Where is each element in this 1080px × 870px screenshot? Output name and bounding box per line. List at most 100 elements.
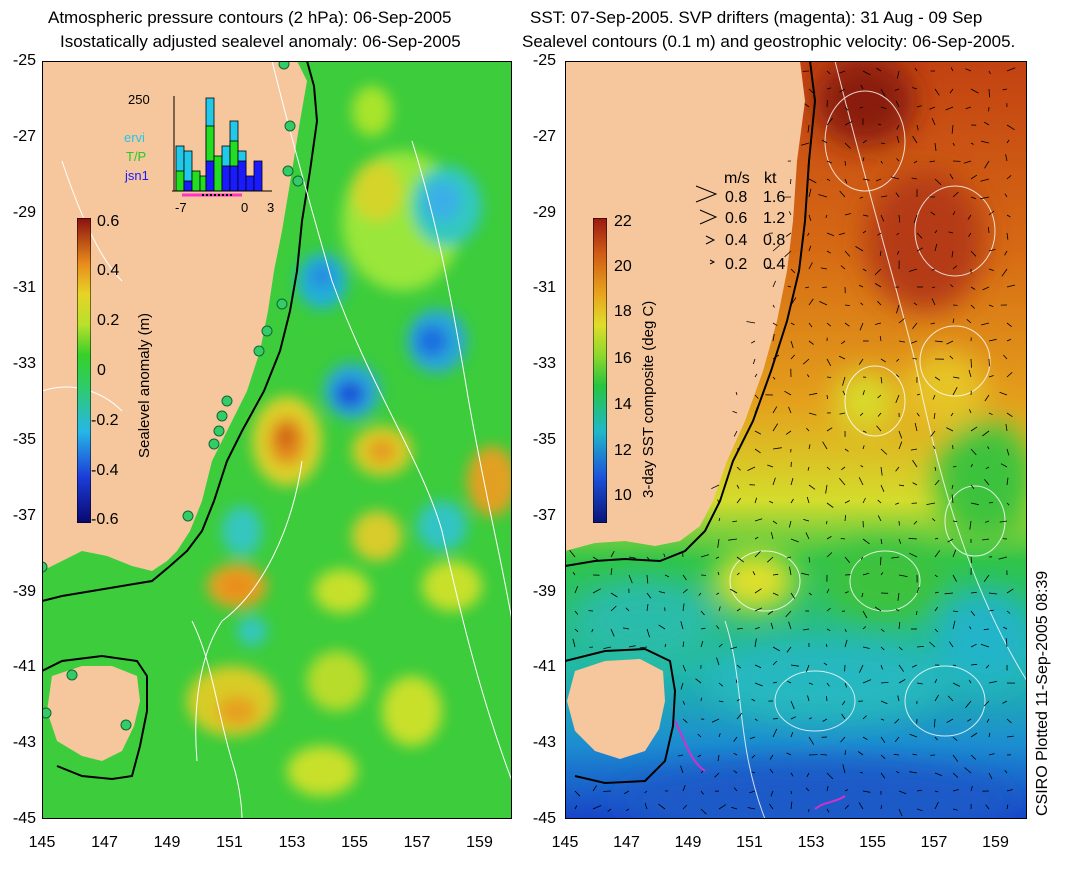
velocity-arrow: [965, 700, 972, 709]
y-tick-right-7: -39: [532, 582, 556, 600]
velocity-arrow: [784, 390, 792, 396]
svp-drifter-track-2: [814, 795, 846, 810]
y-tick-left-2: -29: [12, 203, 36, 221]
velocity-arrow: [896, 135, 900, 144]
velocity-arrow: [663, 553, 666, 558]
velocity-arrow: [934, 801, 939, 810]
velocity-arrow: [1006, 502, 1010, 506]
velocity-arrow: [826, 322, 832, 327]
velocity-arrow: [858, 358, 864, 365]
velocity-arrow: [844, 639, 848, 648]
velocity-arrow: [844, 556, 851, 564]
velocity-arrow: [1006, 804, 1009, 810]
velocity-arrow: [970, 286, 976, 290]
velocity-arrow: [826, 394, 828, 400]
velocity-arrow: [808, 322, 813, 328]
velocity-arrow: [910, 340, 918, 344]
y-tick-left-7: -39: [12, 582, 36, 600]
velocity-arrow: [766, 266, 774, 270]
velocity-arrow: [718, 700, 724, 703]
velocity-arrow: [754, 664, 762, 669]
velocity-arrow: [752, 571, 756, 576]
velocity-arrow: [968, 232, 972, 237]
velocity-arrow: [988, 772, 993, 780]
velocity-arrow: [826, 628, 831, 632]
velocity-arrow: [880, 646, 885, 651]
velocity-arrow: [788, 211, 792, 216]
velocity-arrow: [644, 802, 648, 810]
velocity-arrow: [952, 265, 958, 270]
velocity-arrow: [894, 736, 900, 743]
velocity-arrow: [914, 422, 918, 432]
velocity-arrow: [930, 430, 936, 437]
velocity-arrow: [736, 484, 740, 489]
velocity-arrow: [909, 268, 918, 272]
velocity-arrow: [897, 695, 900, 702]
velocity-arrow: [946, 427, 954, 432]
velocity-arrow: [916, 586, 920, 594]
tide-gauge-markers: [42, 61, 304, 731]
velocity-arrow: [664, 574, 670, 578]
velocity-arrow: [698, 592, 702, 596]
velocity-arrow: [772, 333, 775, 342]
velocity-arrow: [826, 70, 831, 75]
velocity-arrow: [934, 790, 939, 793]
velocity-arrow: [880, 682, 889, 684]
velocity-arrow: [751, 754, 756, 759]
velocity-arrow: [736, 572, 740, 576]
velocity-arrow: [1001, 268, 1008, 277]
velocity-arrow: [717, 499, 720, 504]
inset-legend-jsn1: jsn1: [125, 168, 149, 183]
left-cb-tick-3: 0: [97, 362, 106, 379]
velocity-arrow: [767, 464, 774, 468]
velocity-legend-kt-0: 1.6: [763, 189, 786, 206]
velocity-arrow: [952, 620, 956, 630]
velocity-arrow: [987, 446, 990, 450]
velocity-arrow: [574, 790, 581, 797]
velocity-arrow: [769, 768, 774, 774]
velocity-arrow: [1006, 139, 1010, 144]
velocity-arrow: [718, 643, 723, 648]
velocity-arrow: [844, 750, 847, 756]
velocity-arrow: [772, 681, 777, 684]
velocity-arrow: [1005, 638, 1008, 648]
velocity-arrow: [877, 123, 882, 126]
velocity-arrow: [1006, 735, 1014, 738]
inset-legend-ervi: ervi: [124, 130, 145, 145]
velocity-arrow: [769, 803, 774, 810]
velocity-arrow: [772, 646, 780, 652]
velocity-arrow: [1006, 284, 1016, 288]
velocity-arrow: [1006, 372, 1013, 378]
left-cb-tick-0: 0.6: [97, 213, 120, 230]
velocity-arrow: [862, 268, 867, 272]
velocity-arrow: [970, 463, 973, 468]
velocity-arrow: [808, 188, 812, 198]
velocity-arrow: [952, 191, 959, 198]
velocity-arrow: [736, 699, 740, 702]
velocity-arrow: [895, 608, 900, 612]
velocity-arrow: [1006, 232, 1009, 240]
velocity-arrow: [610, 628, 615, 637]
velocity-arrow: [754, 497, 758, 504]
velocity-arrow: [806, 427, 810, 432]
velocity-arrow: [658, 624, 666, 630]
velocity-arrow: [952, 549, 957, 558]
velocity-arrow: [988, 681, 998, 684]
velocity-arrow: [807, 695, 810, 702]
velocity-arrow: [840, 340, 846, 345]
velocity-arrow: [912, 322, 918, 330]
velocity-arrow: [895, 100, 900, 108]
velocity-arrow: [772, 573, 779, 576]
velocity-arrow: [875, 178, 882, 182]
velocity-arrow: [999, 520, 1008, 523]
velocity-arrow: [839, 88, 846, 93]
velocity-arrow: [646, 592, 652, 599]
velocity-arrow: [934, 679, 938, 684]
velocity-arrow: [1006, 412, 1013, 418]
velocity-arrow: [700, 697, 702, 702]
velocity-arrow: [916, 247, 924, 252]
velocity-arrow: [912, 753, 918, 756]
velocity-arrow: [970, 663, 978, 666]
velocity-arrow: [1002, 700, 1008, 704]
velocity-arrow: [929, 641, 936, 648]
